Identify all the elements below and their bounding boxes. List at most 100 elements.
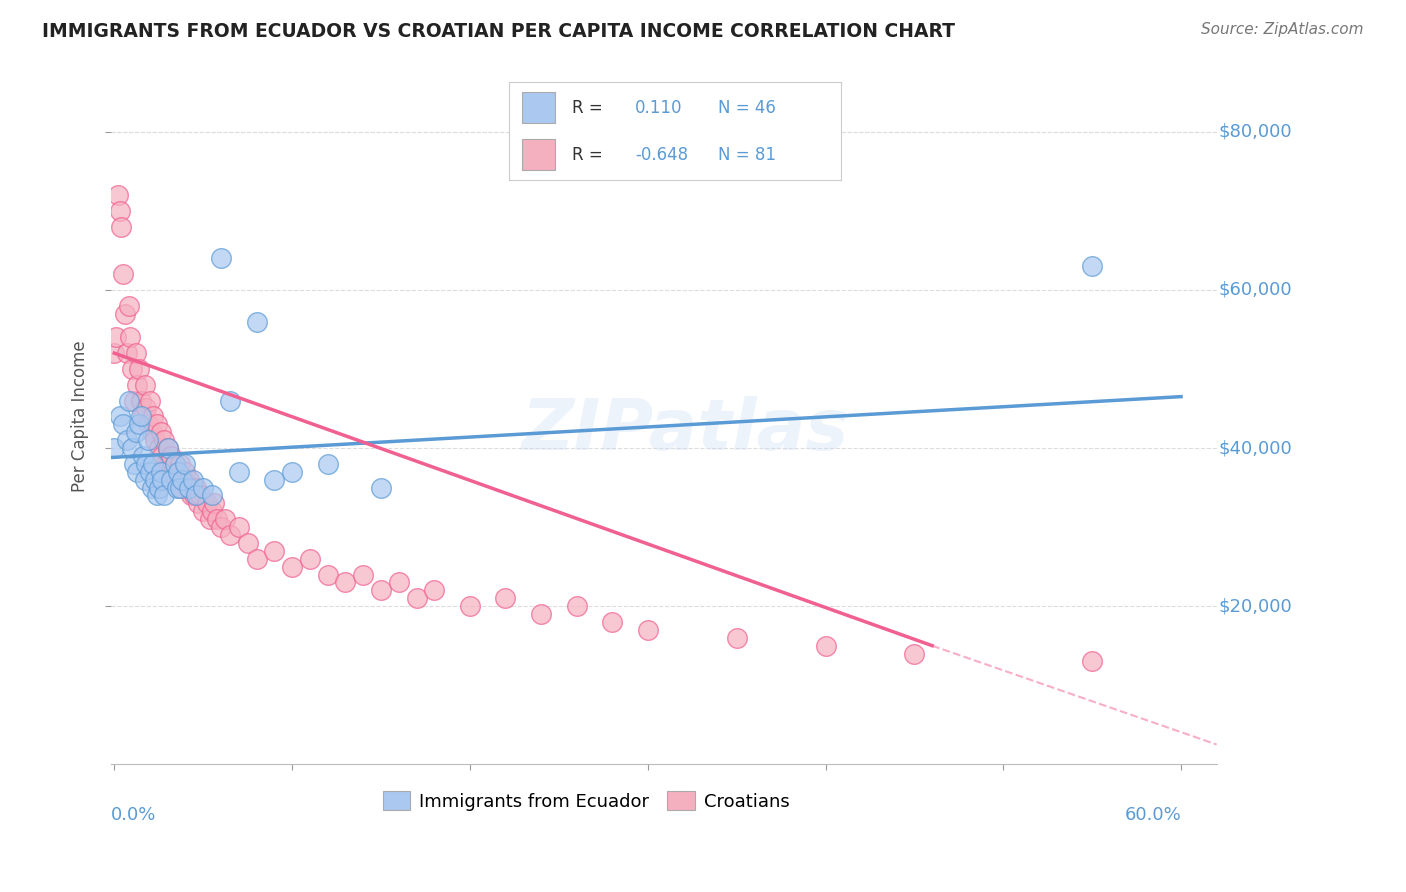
Point (495, 591, 517, 606)
Point (193, 504, 215, 518)
Point (129, 409, 152, 424)
Point (207, 512, 229, 526)
Point (108, 203, 131, 218)
Point (156, 441, 179, 455)
Point (124, 346, 146, 360)
Legend: Immigrants from Ecuador, Croatians: Immigrants from Ecuador, Croatians (375, 784, 797, 818)
Point (219, 393, 242, 408)
Point (228, 520, 250, 534)
Text: $40,000: $40,000 (1219, 439, 1292, 457)
Point (139, 393, 162, 408)
Point (108, 409, 131, 424)
Point (127, 465, 149, 479)
Point (530, 607, 553, 621)
Point (219, 528, 242, 542)
Point (155, 457, 177, 471)
Point (103, 441, 125, 455)
Point (117, 299, 139, 313)
Point (637, 623, 659, 637)
Point (167, 465, 190, 479)
Point (141, 481, 163, 495)
Point (128, 417, 150, 432)
Point (814, 639, 837, 653)
Point (263, 473, 285, 487)
Point (193, 481, 215, 495)
Point (150, 449, 173, 463)
Point (124, 425, 146, 440)
Point (184, 488, 207, 502)
Point (352, 567, 374, 582)
Point (370, 481, 392, 495)
Point (160, 473, 183, 487)
Point (263, 543, 285, 558)
Point (121, 441, 143, 455)
Point (142, 409, 165, 424)
Point (228, 465, 250, 479)
Point (281, 465, 304, 479)
Point (209, 252, 232, 266)
Point (110, 219, 132, 234)
Point (148, 441, 170, 455)
Point (160, 449, 183, 463)
Point (149, 425, 172, 440)
Point (281, 559, 304, 574)
Point (423, 583, 446, 598)
Point (565, 599, 588, 614)
Point (122, 393, 145, 408)
Point (134, 473, 156, 487)
Point (388, 575, 411, 590)
Point (188, 488, 211, 502)
Point (134, 377, 156, 392)
Y-axis label: Per Capita Income: Per Capita Income (72, 341, 89, 492)
Point (316, 457, 339, 471)
Point (180, 488, 202, 502)
Point (1081, 655, 1104, 669)
Point (458, 599, 481, 614)
Point (153, 488, 176, 502)
Point (105, 330, 128, 344)
Point (153, 433, 176, 447)
Point (127, 377, 149, 392)
Point (200, 512, 222, 526)
Point (181, 473, 204, 487)
Point (903, 647, 925, 661)
Point (201, 504, 224, 518)
Point (600, 615, 623, 629)
Point (1081, 259, 1104, 273)
Point (166, 473, 188, 487)
Text: $80,000: $80,000 (1219, 123, 1292, 141)
Point (117, 393, 139, 408)
Point (132, 409, 155, 424)
Point (183, 488, 205, 502)
Point (316, 567, 339, 582)
Point (187, 496, 209, 510)
Point (128, 362, 150, 376)
Point (163, 457, 186, 471)
Point (146, 417, 169, 432)
Point (177, 481, 200, 495)
Text: $20,000: $20,000 (1219, 597, 1292, 615)
Point (405, 591, 427, 606)
Point (176, 481, 198, 495)
Point (136, 417, 159, 432)
Text: 60.0%: 60.0% (1125, 806, 1181, 824)
Point (107, 188, 129, 202)
Point (177, 473, 200, 487)
Point (148, 481, 170, 495)
Text: ZIPatlas: ZIPatlas (522, 396, 849, 465)
Text: $60,000: $60,000 (1219, 281, 1292, 299)
Point (370, 583, 392, 598)
Point (245, 551, 267, 566)
Point (112, 267, 135, 281)
Point (202, 496, 225, 510)
Point (143, 433, 166, 447)
Point (162, 465, 184, 479)
Point (214, 512, 236, 526)
Point (103, 346, 125, 360)
Point (129, 393, 152, 408)
Point (120, 330, 142, 344)
Point (298, 551, 321, 566)
Text: IMMIGRANTS FROM ECUADOR VS CROATIAN PER CAPITA INCOME CORRELATION CHART: IMMIGRANTS FROM ECUADOR VS CROATIAN PER … (42, 22, 955, 41)
Point (170, 473, 193, 487)
Point (139, 465, 162, 479)
